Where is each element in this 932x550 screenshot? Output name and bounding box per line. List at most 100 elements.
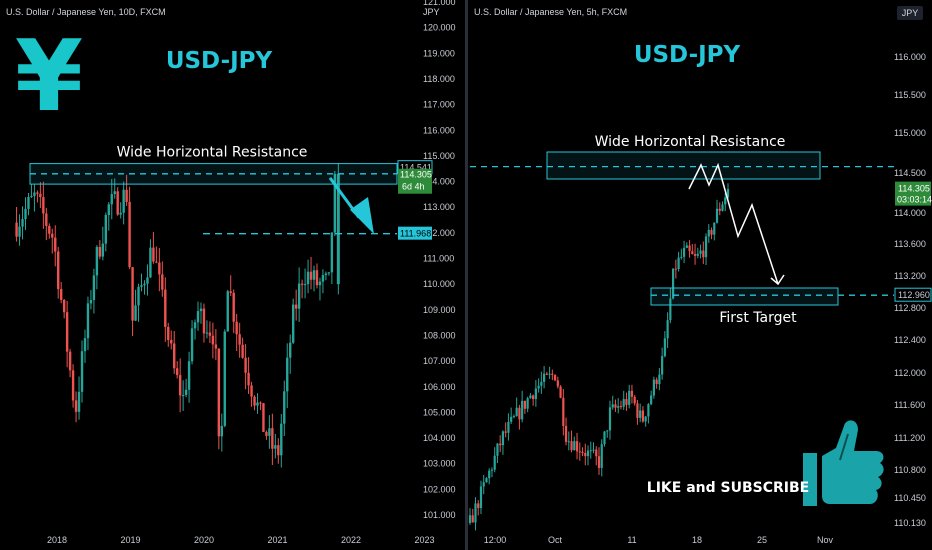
yen-icon: ¥ [15, 20, 83, 134]
candle-body [575, 441, 579, 452]
y-tick-label: 111.600 [894, 400, 925, 410]
candle-body [283, 391, 286, 424]
candle-body [710, 229, 713, 235]
candle-body [573, 441, 576, 451]
candle-body [482, 482, 485, 487]
left-overlays: Wide Horizontal Resistance 114.541114.305… [29, 145, 433, 240]
candle-body [669, 298, 672, 321]
candle-body [113, 191, 116, 195]
candle-body [45, 213, 48, 226]
candle-body [104, 215, 108, 244]
candle-body [39, 193, 42, 198]
candle-body [515, 407, 518, 417]
candle-body [280, 423, 283, 456]
x-tick-label: 2018 [47, 535, 67, 545]
candle-body [220, 425, 224, 437]
candle-body [477, 503, 480, 509]
y-tick-label: 101.000 [423, 510, 456, 520]
candle-body [540, 381, 543, 386]
candle-body [526, 398, 529, 409]
candle-body [187, 361, 191, 390]
candle-body [570, 441, 573, 451]
candle-body [603, 431, 606, 445]
candle-body [42, 197, 45, 214]
candle-body [499, 443, 502, 446]
resistance-label: Wide Horizontal Resistance [595, 134, 786, 150]
candle-body [95, 247, 99, 276]
candle-body [232, 292, 235, 322]
candle-body [564, 425, 568, 442]
candle-body [581, 452, 584, 454]
candle-body [21, 219, 24, 227]
candle-body [704, 236, 708, 258]
price-tag-sublabel: 6d 4h [402, 182, 425, 192]
candle-body [48, 225, 51, 234]
candle-body [86, 303, 90, 339]
candle-body [479, 486, 483, 509]
candle-body [644, 416, 647, 422]
candle-body [262, 403, 265, 432]
candle-body [181, 395, 185, 397]
candle-body [652, 379, 655, 396]
candle-body [196, 311, 200, 323]
candle-body [510, 416, 513, 422]
price-tag-label: 114.305 [898, 184, 930, 194]
candle-body [59, 289, 63, 300]
price-tag-label: 114.541 [400, 163, 432, 173]
panel-divider [465, 0, 468, 550]
y-tick-label: 112.000 [894, 368, 926, 378]
candle-body [155, 261, 158, 263]
y-tick-label: 110.450 [894, 493, 926, 503]
x-tick-label: 11 [627, 535, 636, 545]
candle-body [271, 428, 274, 449]
y-tick-label: 107.000 [423, 356, 456, 366]
candle-body [578, 451, 581, 453]
candle-body [161, 274, 164, 290]
y-tick-label: 115.000 [894, 128, 926, 138]
y-tick-label: 121.000 [423, 0, 456, 7]
candle-body [247, 372, 250, 386]
x-tick-label: 2021 [267, 535, 287, 545]
candle-body [501, 431, 505, 446]
price-tag [398, 168, 432, 194]
projection-arrowhead [770, 274, 785, 286]
y-tick-label: 114.000 [894, 208, 926, 218]
projection-path [688, 162, 779, 285]
candle-body [214, 344, 218, 349]
y-tick-label: 103.000 [423, 459, 456, 469]
candle-body [661, 356, 664, 375]
candle-body [543, 373, 546, 382]
y-tick-label: 118.000 [423, 74, 455, 84]
x-tick-label: 2019 [120, 535, 140, 545]
y-tick-label: 106.000 [423, 382, 456, 392]
candle-body [597, 456, 601, 468]
candle-body [170, 339, 173, 344]
y-tick-label: 105.000 [423, 407, 456, 417]
candle-body [330, 232, 334, 273]
candle-body [321, 275, 325, 282]
y-tick-label: 109.000 [423, 305, 456, 315]
x-tick-label: 2022 [341, 535, 361, 545]
candle-body [685, 245, 688, 248]
candle-body [504, 431, 507, 433]
price-tag-sublabel: 03:03:14 [897, 195, 932, 205]
candle-body [639, 410, 642, 418]
candle-body [595, 449, 598, 457]
x-tick-label: 18 [692, 535, 702, 545]
price-tag-label: 114.305 [400, 170, 432, 180]
y-tick-label: 110.130 [894, 518, 926, 528]
candle-body [268, 428, 271, 436]
candle-body [548, 373, 551, 375]
candle-body [680, 256, 683, 258]
right-symbol-label: U.S. Dollar / Japanese Yen, 5h, FXCM [474, 7, 627, 17]
candle-body [589, 450, 592, 452]
candle-body [715, 208, 719, 223]
price-tag-label: 111.968 [400, 229, 431, 239]
y-tick-label: 119.000 [423, 48, 455, 58]
candle-body [324, 273, 328, 276]
y-tick-label: 114.500 [894, 168, 926, 178]
candle-body [134, 305, 137, 321]
candle-body [534, 388, 537, 400]
candle-body [647, 404, 650, 417]
y-tick-label: 112.800 [894, 303, 926, 313]
